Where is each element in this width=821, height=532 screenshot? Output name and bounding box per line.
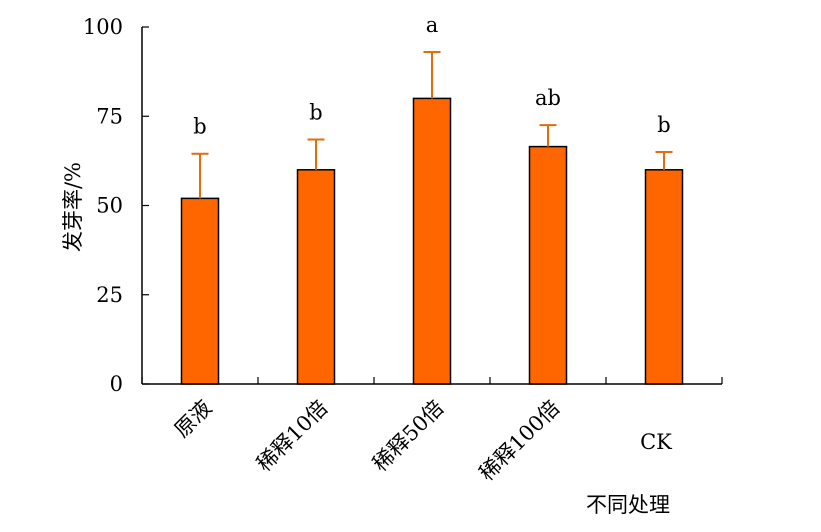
y-axis-title: 发芽率/% (61, 162, 85, 252)
significance-label: b (309, 100, 322, 124)
bar (528, 145, 568, 385)
category-label: 原液 (170, 396, 217, 443)
category-label: CK (640, 430, 672, 454)
y-tick-label: 25 (96, 283, 123, 307)
category-label: 稀释100倍 (475, 396, 565, 486)
category-label: 稀释10倍 (252, 396, 332, 476)
y-tick-label: 50 (96, 194, 123, 218)
category-labels: 原液 稀释10倍 稀释50倍 稀释100倍 CK (170, 396, 672, 486)
significance-label: a (426, 13, 439, 37)
error-bars (191, 50, 673, 199)
significance-label: b (657, 113, 670, 137)
bar (412, 97, 452, 385)
bar (180, 197, 220, 385)
significance-labels: b b a ab b (193, 13, 670, 139)
y-tick-label: 100 (83, 15, 123, 39)
y-tick-label: 75 (96, 104, 123, 128)
significance-label: ab (535, 86, 561, 110)
category-label: 稀释50倍 (368, 396, 448, 476)
y-axis: 0 25 50 75 100 (83, 15, 149, 396)
bars (180, 97, 684, 385)
bar (296, 169, 336, 385)
significance-label: b (193, 115, 206, 139)
y-tick-label: 0 (110, 372, 123, 396)
x-axis-title: 不同处理 (586, 493, 670, 517)
bar (644, 169, 684, 385)
